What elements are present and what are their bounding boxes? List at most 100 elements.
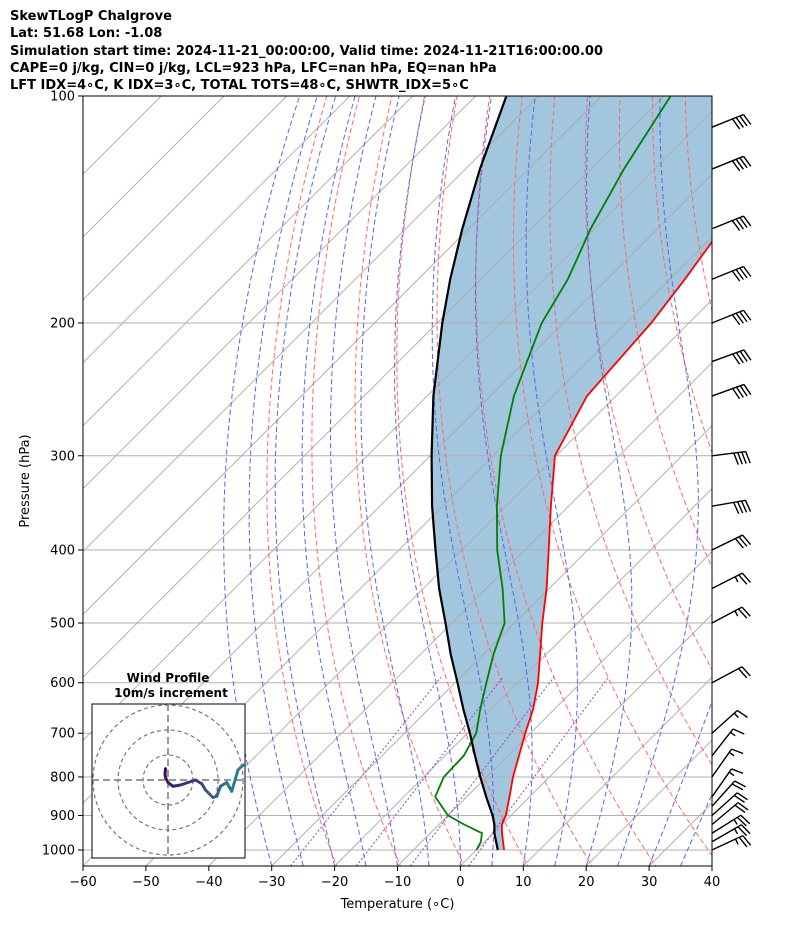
isotherm-line <box>334 487 712 866</box>
wind-barb <box>711 802 749 826</box>
wind-barb <box>711 792 748 817</box>
dry-adiabat-line <box>396 96 529 866</box>
moist-adiabat-line <box>394 96 461 866</box>
hodograph-trace <box>230 768 240 793</box>
barb-flag <box>739 350 748 362</box>
mixing-ratio-lines <box>290 676 609 866</box>
hodograph-plot <box>92 704 245 858</box>
y-tick-label: 200 <box>50 316 75 331</box>
isotherm-line <box>83 96 225 238</box>
barb-flag <box>742 534 752 545</box>
barb-flag <box>739 311 748 323</box>
wind-barb <box>711 450 751 465</box>
moist-adiabat-line <box>223 96 301 866</box>
barb-shaft <box>711 606 743 624</box>
wind-barb <box>711 383 752 400</box>
barb-shaft <box>711 215 744 230</box>
hodograph-title: Wind Profile <box>127 671 210 685</box>
isotherm-line <box>522 676 712 866</box>
x-tick-label: −60 <box>69 875 96 890</box>
barb-flag <box>731 160 741 172</box>
barb-flag <box>737 668 748 679</box>
barb-flag <box>738 574 748 585</box>
barb-flag <box>732 388 741 400</box>
wind-barb <box>711 534 752 551</box>
x-axis-label: Temperature (∘C) <box>340 897 455 912</box>
y-tick-label: 900 <box>50 809 75 824</box>
barb-flag <box>736 816 747 827</box>
wind-barb <box>711 814 751 834</box>
isotherm-line <box>460 613 712 866</box>
isotherm-line <box>397 550 712 866</box>
barb-half-flag <box>728 751 735 757</box>
barb-shaft <box>711 534 743 551</box>
wind-barb <box>711 768 744 798</box>
moist-adiabat-line <box>648 699 712 866</box>
barb-shaft <box>711 666 743 684</box>
wind-barb <box>711 666 751 684</box>
barb-flag <box>735 218 744 230</box>
barb-flag <box>735 352 744 364</box>
barb-flag <box>742 114 752 125</box>
wind-barb <box>711 349 752 365</box>
barb-shaft <box>711 835 744 851</box>
y-tick-label: 300 <box>50 449 75 464</box>
barb-shaft <box>711 802 739 826</box>
barb-flag <box>742 309 752 321</box>
wind-barb <box>711 499 752 515</box>
dry-adiabat-line <box>354 96 465 866</box>
wind-barb <box>711 606 751 624</box>
y-tick-label: 500 <box>50 617 75 632</box>
x-tick-label: −30 <box>258 875 285 890</box>
parcel-line <box>430 96 508 851</box>
barb-half-flag <box>734 838 739 845</box>
barb-shaft <box>711 768 733 798</box>
barb-shaft <box>711 499 746 507</box>
barb-shaft <box>711 383 745 397</box>
x-tick-label: 30 <box>641 875 658 890</box>
barb-flag <box>736 792 748 801</box>
isotherm-line <box>83 110 712 741</box>
barb-half-flag <box>733 819 738 825</box>
hodograph-trace <box>215 784 222 798</box>
barb-flag <box>731 783 744 791</box>
x-tick-label: −20 <box>321 875 348 890</box>
barb-flag <box>739 217 748 228</box>
barb-flag <box>731 220 741 231</box>
barb-flag <box>742 266 752 277</box>
wind-barb <box>711 728 745 757</box>
y-axis-label: Pressure (hPa) <box>18 434 33 527</box>
barb-flag <box>735 117 744 128</box>
isotherm-line <box>83 96 476 490</box>
barb-shaft <box>711 814 742 834</box>
barb-shaft <box>711 155 744 170</box>
y-tick-label: 100 <box>50 90 75 105</box>
isotherm-line <box>145 299 712 866</box>
wind-barb <box>711 265 752 282</box>
barb-flag <box>745 451 751 464</box>
barb-half-flag <box>734 576 739 583</box>
dry-adiabats <box>266 96 712 866</box>
barb-flag <box>731 748 744 755</box>
dry-adiabat-line <box>618 96 712 569</box>
barb-shaft <box>711 792 738 817</box>
barb-flag <box>743 384 752 396</box>
location-line: Lat: 51.68 Lon: -1.08 <box>10 26 163 42</box>
moist-adiabat-line <box>301 96 367 866</box>
barb-flag <box>734 538 744 549</box>
time-line: Simulation start time: 2024-11-21_00:00:… <box>10 43 603 59</box>
isotherm-line <box>711 865 712 866</box>
hodograph-inset <box>91 703 246 859</box>
barb-flag <box>742 155 752 167</box>
dewpoint-line <box>434 96 672 851</box>
mixing-ratio-line <box>409 676 555 866</box>
barb-flag <box>735 269 744 280</box>
barb-half-flag <box>728 771 735 777</box>
barb-shaft <box>711 450 746 457</box>
wind-barb <box>711 835 752 851</box>
dry-adiabat-line <box>549 96 712 766</box>
barb-flag <box>731 270 741 282</box>
chart-header: SkewTLogP Chalgrove Lat: 51.68 Lon: -1.0… <box>10 8 603 94</box>
barb-flag <box>738 836 748 848</box>
